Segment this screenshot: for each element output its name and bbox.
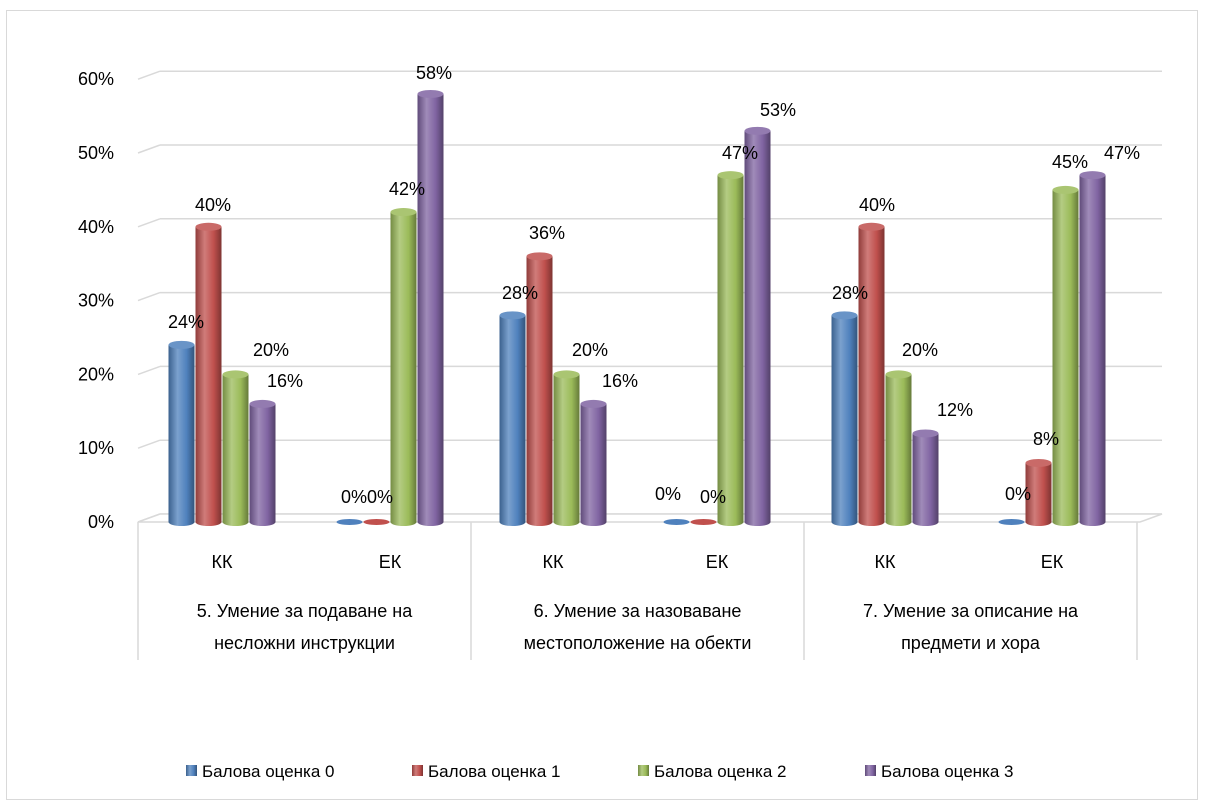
y-tick-label: 60% [78,69,114,89]
data-label: 16% [267,371,303,391]
data-label: 40% [195,195,231,215]
group-label: 7. Умение за описание на [863,601,1079,621]
data-label: 0% [1005,484,1031,504]
bar [858,222,885,526]
bar [744,126,771,526]
bar [222,370,249,526]
bar [1025,458,1052,526]
data-label: 45% [1052,152,1088,172]
chart-frame [6,10,1198,800]
x-tick-label: ЕК [706,552,729,572]
gridline-side [137,291,161,302]
bar [663,519,690,525]
y-tick-label: 0% [88,512,114,532]
legend-swatch [865,765,876,776]
y-tick-label: 20% [78,364,114,384]
x-tick-label: КК [212,552,233,572]
bar [690,519,717,525]
x-tick-label: КК [543,552,564,572]
bars [168,89,1106,526]
legend-label: Балова оценка 1 [428,762,560,781]
data-label: 20% [902,340,938,360]
legend-item: Балова оценка 0 [186,762,334,781]
bar [717,171,744,526]
group-label: несложни инструкции [214,633,395,653]
group-label: предмети и хора [901,633,1041,653]
legend-label: Балова оценка 2 [654,762,786,781]
gridline-side [137,70,161,80]
bar [336,519,363,525]
legend-item: Балова оценка 2 [638,762,786,781]
data-label: 0% [700,487,726,507]
data-label: 42% [389,179,425,199]
gridline-side [137,439,161,449]
group-label: местоположение на обекти [524,633,752,653]
bar [363,519,390,525]
legend: Балова оценка 0 Балова оценка 1 Балова оце… [186,762,1013,781]
data-label: 53% [760,100,796,120]
data-label: 47% [1104,143,1140,163]
bar [580,399,607,526]
data-label: 8% [1033,429,1059,449]
bar [1052,185,1079,526]
legend-swatch [412,765,423,776]
y-axis: 0% 10% 20% 30% 40% 50% 60% [78,69,114,532]
bar [417,89,444,526]
y-tick-label: 50% [78,143,114,163]
group-label: 6. Умение за назоваване [534,601,742,621]
data-label: 36% [529,223,565,243]
y-tick-label: 40% [78,217,114,237]
legend-swatch [638,765,649,776]
bar [1079,171,1106,526]
legend-item: Балова оценка 3 [865,762,1013,781]
data-label: 20% [572,340,608,360]
bar [912,429,939,526]
x-tick-label: КК [875,552,896,572]
data-label: 20% [253,340,289,360]
data-label: 16% [602,371,638,391]
group-label: 5. Умение за подаване на [197,601,413,621]
data-label: 0% [367,487,393,507]
gridline-side [137,365,161,376]
data-label: 0% [341,487,367,507]
bar [553,370,580,526]
data-label: 28% [502,283,538,303]
data-label: 28% [832,283,868,303]
legend-label: Балова оценка 0 [202,762,334,781]
data-label: 0% [655,484,681,504]
y-tick-label: 10% [78,438,114,458]
bar [195,222,222,526]
bar [526,252,553,526]
legend-item: Балова оценка 1 [412,762,560,781]
data-label: 58% [416,63,452,83]
bar [168,340,195,526]
data-label: 40% [859,195,895,215]
gridlines [137,70,1163,523]
data-label: 12% [937,400,973,420]
bar [885,370,912,526]
x-tick-label: ЕК [379,552,402,572]
y-tick-label: 30% [78,291,114,311]
gridline-side [137,144,161,154]
bar [831,311,858,526]
data-label: 24% [168,312,204,332]
data-label: 47% [722,143,758,163]
legend-label: Балова оценка 3 [881,762,1013,781]
gridline-side [137,218,161,228]
bar [390,208,417,526]
x-axis: КК ЕК КК ЕК КК ЕК 5. Умение за подаване на несл… [137,522,1138,660]
bar [499,311,526,526]
bar [249,399,276,526]
data-labels: 24% 0% 28% 0% 28% 0% 40% 0% 36% 0% 40% 8% 20% 42% 20% 4… [168,63,1140,507]
legend-swatch [186,765,197,776]
bar [998,519,1025,525]
x-tick-label: ЕК [1041,552,1064,572]
